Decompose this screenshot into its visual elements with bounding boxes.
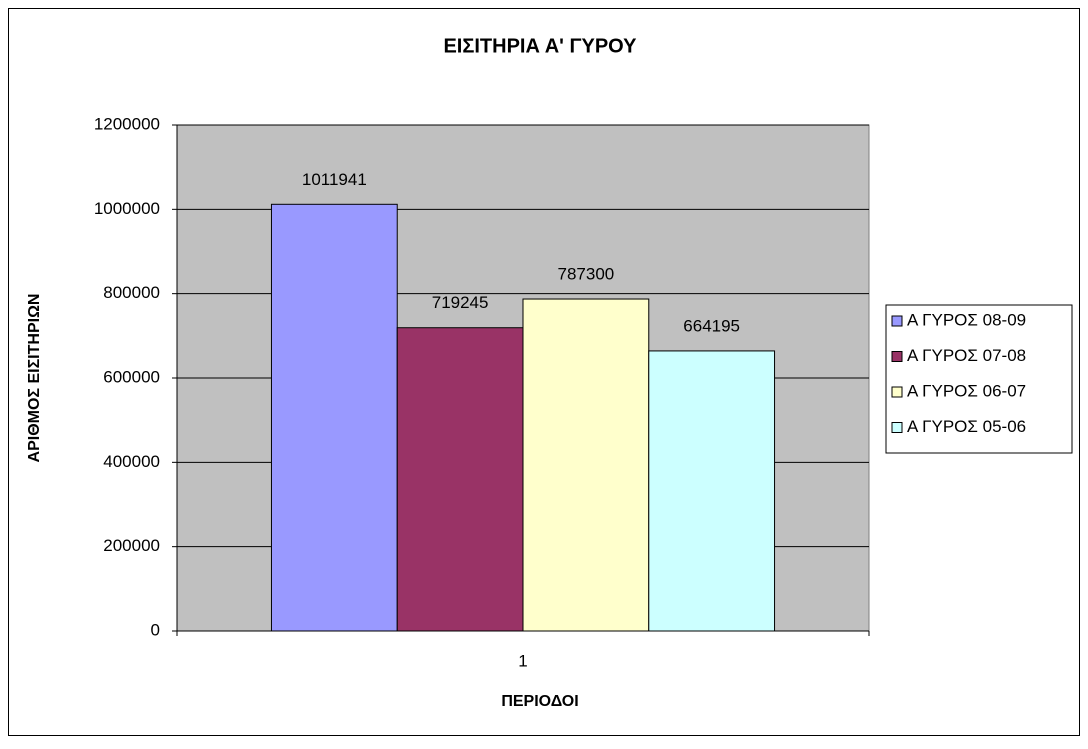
bar: [648, 350, 776, 632]
data-label: 1011941: [302, 170, 367, 189]
y-axis-label: ΑΡΙΘΜΟΣ ΕΙΣΙΤΗΡΙΩΝ: [26, 294, 43, 463]
data-label: 664195: [683, 316, 740, 335]
y-tick-label: 0: [151, 620, 160, 639]
legend-swatch: [891, 386, 903, 398]
y-tick-label: 400000: [103, 452, 160, 471]
legend-label: Α ΓΥΡΟΣ 08-09: [907, 310, 1026, 329]
bar: [396, 327, 524, 632]
legend-swatch: [891, 422, 903, 433]
data-label: 719245: [432, 293, 489, 312]
legend-swatch: [891, 351, 903, 362]
y-tick-label: 200000: [103, 536, 160, 555]
y-tick-label: 1200000: [94, 114, 160, 133]
legend-box: [885, 304, 1073, 454]
chart-title: ΕΙΣΙΤΗΡΙΑ Α' ΓΥΡΟΥ: [443, 35, 637, 57]
y-tick-label: 1000000: [94, 199, 160, 218]
legend-label: Α ΓΥΡΟΣ 07-08: [907, 346, 1026, 365]
data-label: 787300: [558, 265, 615, 284]
legend-label: Α ΓΥΡΟΣ 06-07: [907, 381, 1026, 400]
x-axis-label: ΠΕΡΙΟΔΟΙ: [501, 693, 578, 710]
bar: [270, 203, 398, 632]
bar: [522, 298, 650, 632]
legend-swatch: [891, 315, 903, 327]
y-tick-label: 800000: [103, 283, 160, 302]
legend-label: Α ΓΥΡΟΣ 05-06: [907, 417, 1026, 436]
x-tick-label: 1: [518, 651, 527, 670]
y-tick-label: 600000: [103, 367, 160, 386]
